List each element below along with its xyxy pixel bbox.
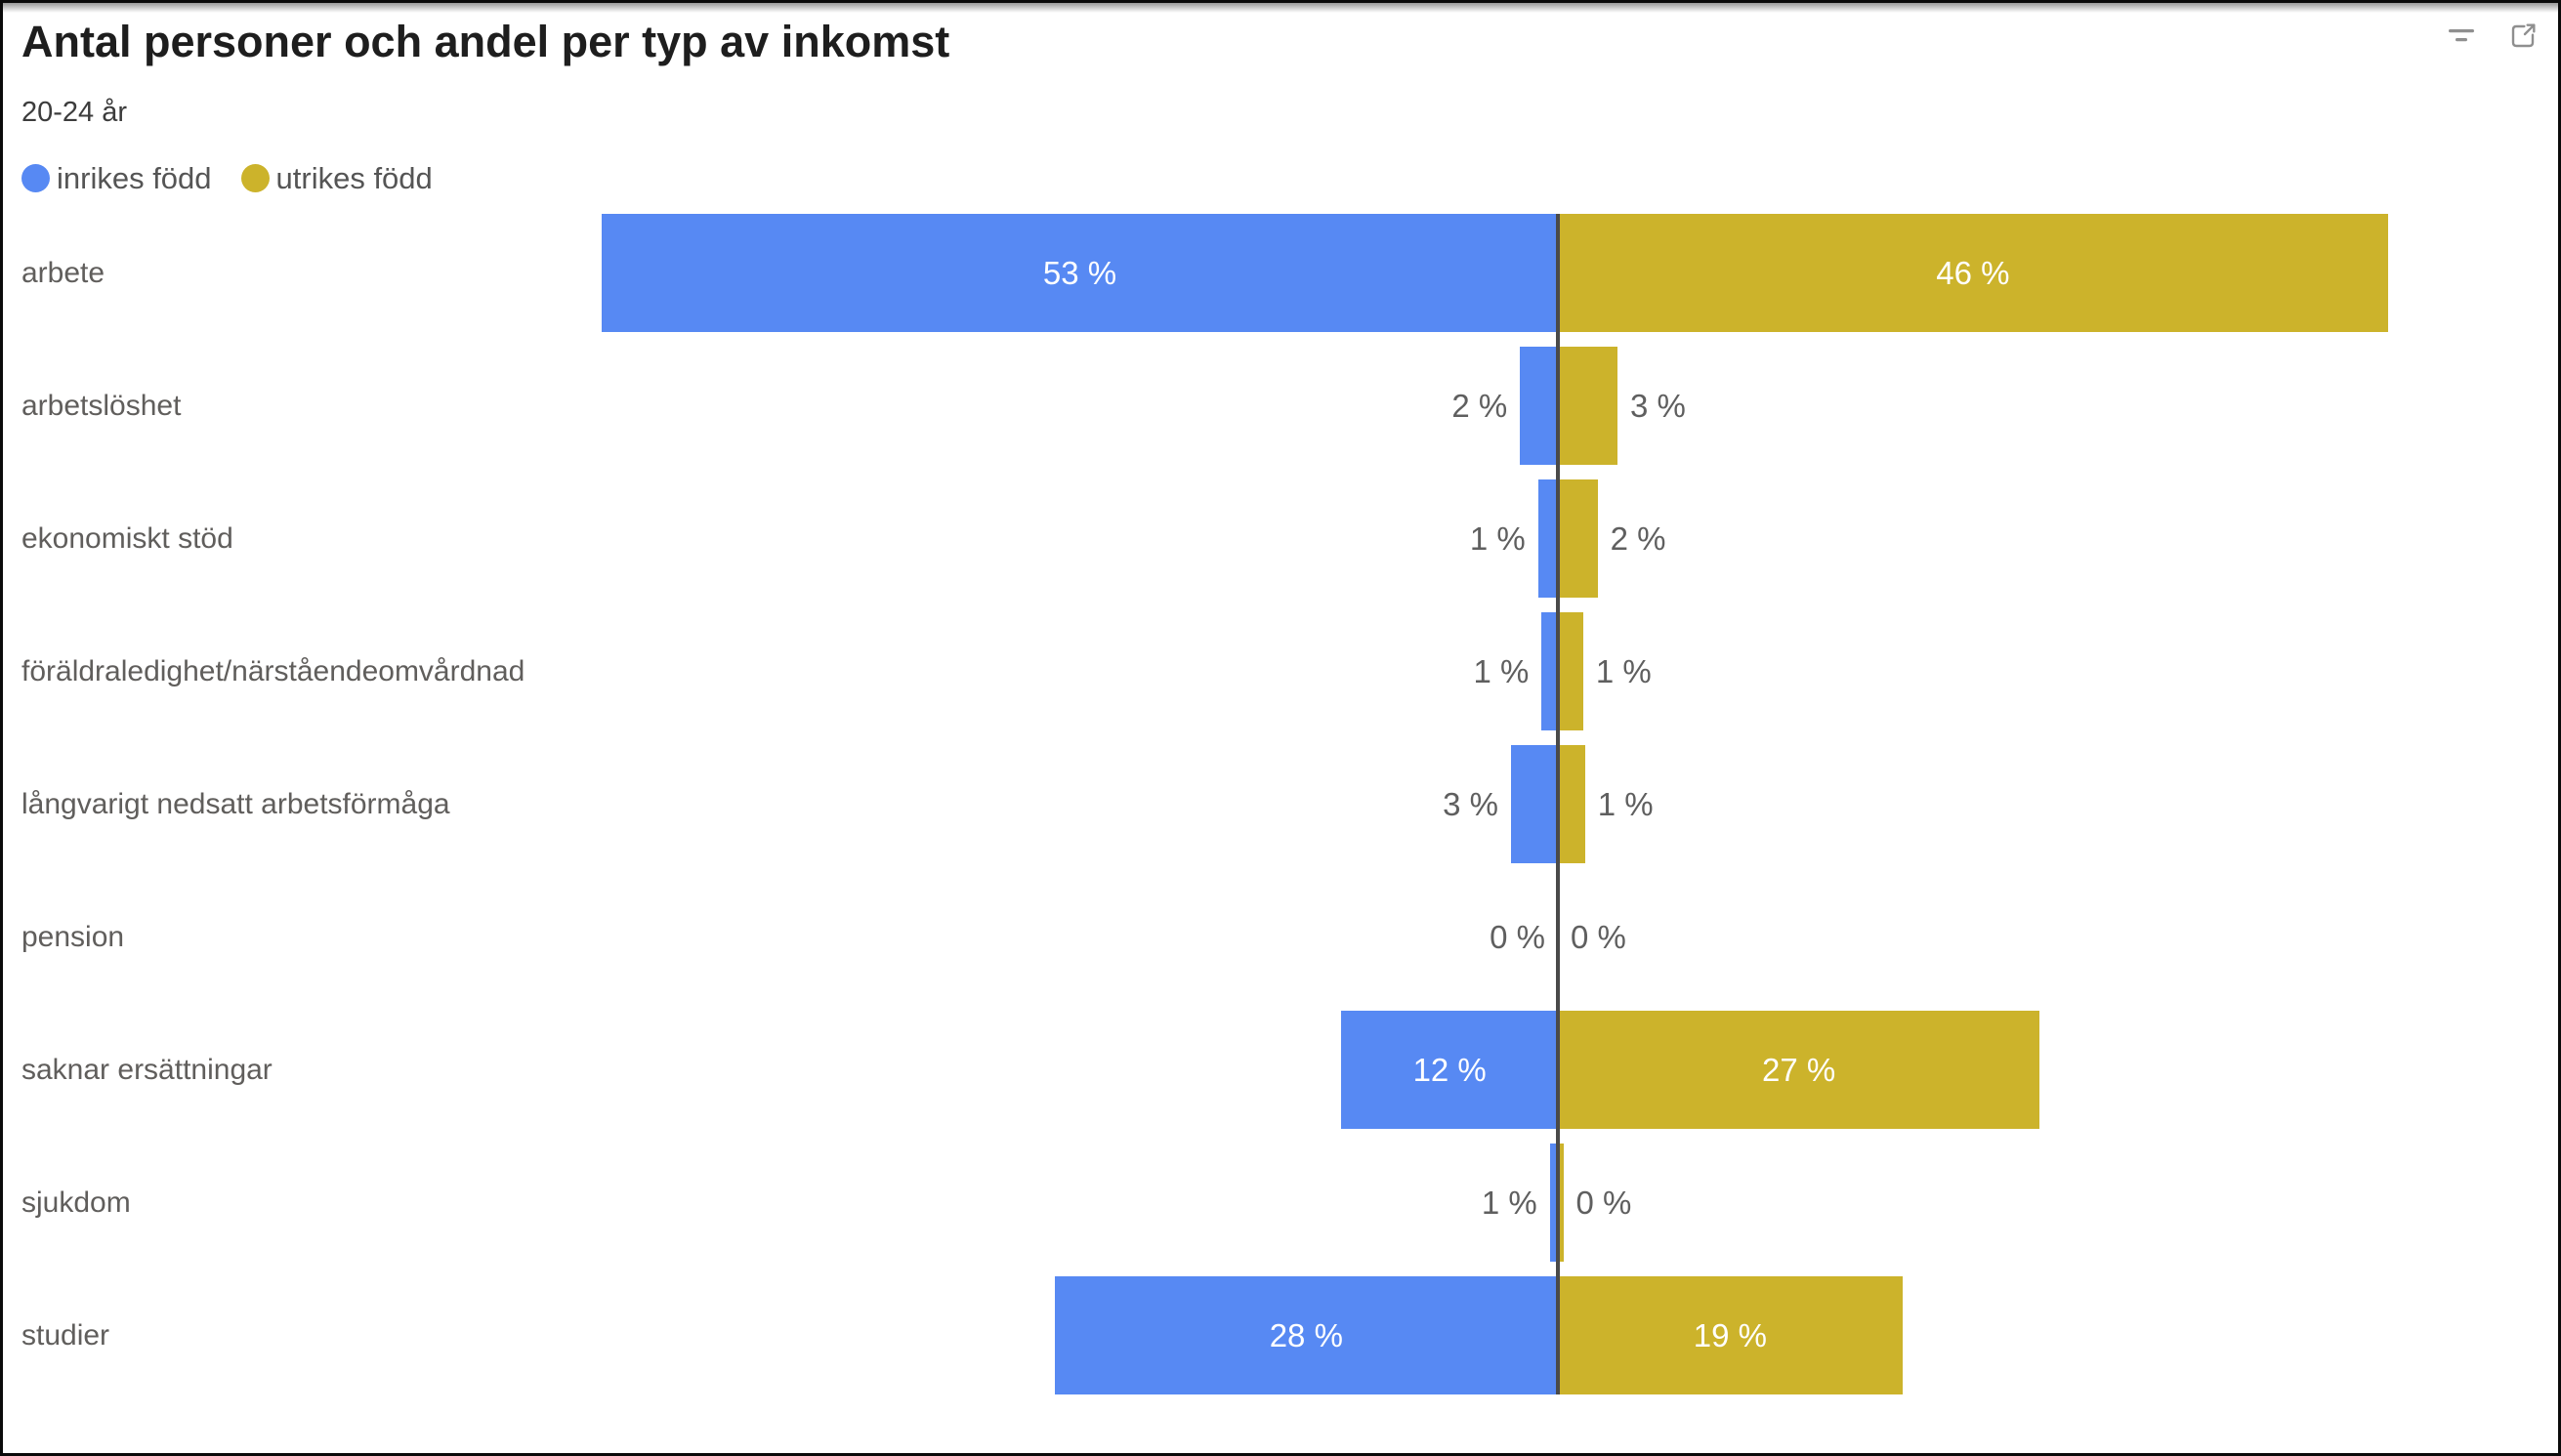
value-label-utrikes-f-dd-arbete: 46 % (1936, 254, 2010, 291)
plot-area: 1 % 0 % (602, 1137, 2514, 1269)
category-label-pension: pension (21, 920, 125, 953)
value-label-inrikes-f-dd-sjukdom: 1 % (1481, 1184, 1537, 1221)
value-label-utrikes-f-dd-l-ngvarigt-nedsatt-arbetsf-rm-ga: 1 % (1597, 785, 1654, 822)
chart-row-studier: studier 28 % 19 % (3, 1269, 2514, 1402)
left-half: 1 % (602, 605, 1558, 738)
chart-row-arbetsl-shet: arbetslöshet 2 % 3 % (3, 340, 2514, 473)
value-label-inrikes-f-dd-saknar-ers-ttningar: 12 % (1412, 1051, 1487, 1088)
plot-area: 12 % 27 % (602, 1004, 2514, 1137)
visual-header-toolbar (2445, 19, 2540, 57)
plot-area: 0 % 0 % (602, 871, 2514, 1004)
value-label-utrikes-f-dd-arbetsl-shet: 3 % (1629, 387, 1686, 424)
focus-mode-button[interactable] (2505, 19, 2540, 57)
chart-row-l-ngvarigt-nedsatt-arbetsf-rm-ga: långvarigt nedsatt arbetsförmåga 3 % 1 % (3, 738, 2514, 871)
left-half: 12 % (602, 1004, 1558, 1137)
bar-utrikes-f-dd-sjukdom[interactable] (1558, 1144, 1564, 1263)
legend-label-utrikes-fodd: utrikes född (275, 160, 433, 195)
chart-row-ekonomiskt-st-d: ekonomiskt stöd 1 % 2 % (3, 473, 2514, 605)
plot-area: 2 % 3 % (602, 340, 2514, 473)
right-half: 1 % (1558, 605, 2514, 738)
plot-area: 1 % 2 % (602, 473, 2514, 605)
category-label-sjukdom: sjukdom (21, 1186, 131, 1219)
legend-item-utrikes-fodd[interactable]: utrikes född (240, 160, 433, 196)
chart-row-saknar-ers-ttningar: saknar ersättningar 12 % 27 % (3, 1004, 2514, 1137)
right-half: 0 % (1558, 871, 2514, 1004)
tornado-chart: arbete 53 % 46 % arbetslöshet 2 % 3 % ekonomis… (3, 207, 2514, 1402)
chart-row-arbete: arbete 53 % 46 % (3, 207, 2514, 340)
bar-inrikes-f-dd-sjukdom[interactable] (1549, 1144, 1558, 1263)
legend-dot-utrikes-fodd (240, 164, 270, 193)
center-axis-line (1556, 213, 1560, 1394)
value-label-utrikes-f-dd-sjukdom: 0 % (1575, 1184, 1632, 1221)
value-label-utrikes-f-dd-saknar-ers-ttningar: 27 % (1761, 1051, 1836, 1088)
value-label-inrikes-f-dd-l-ngvarigt-nedsatt-arbetsf-rm-ga: 3 % (1443, 785, 1498, 822)
bar-inrikes-f-dd-ekonomiskt-st-d[interactable] (1537, 479, 1558, 599)
value-label-inrikes-f-dd-pension: 0 % (1490, 918, 1545, 955)
bar-inrikes-f-dd-arbetsl-shet[interactable] (1520, 347, 1558, 466)
category-label-ekonomiskt-st-d: ekonomiskt stöd (21, 521, 233, 555)
right-half: 46 % (1558, 207, 2514, 340)
legend-dot-inrikes-fodd (21, 164, 50, 193)
value-label-inrikes-f-dd-ekonomiskt-st-d: 1 % (1469, 520, 1526, 557)
page-title: Antal personer och andel per typ av inko… (21, 17, 950, 66)
chart-rows: arbete 53 % 46 % arbetslöshet 2 % 3 % ekonomis… (3, 207, 2514, 1402)
category-label-l-ngvarigt-nedsatt-arbetsf-rm-ga: långvarigt nedsatt arbetsförmåga (21, 787, 450, 820)
bar-utrikes-f-dd-arbete[interactable]: 46 % (1558, 214, 2388, 333)
bar-inrikes-f-dd-saknar-ers-ttningar[interactable]: 12 % (1341, 1011, 1558, 1130)
value-label-utrikes-f-dd-f-r-ldraledighet-n-rst-endeomv-rdnad: 1 % (1595, 652, 1652, 689)
right-half: 3 % (1558, 340, 2514, 473)
right-half: 1 % (1558, 738, 2514, 871)
plot-area: 53 % 46 % (602, 207, 2514, 340)
right-half: 27 % (1558, 1004, 2514, 1137)
category-label-f-r-ldraledighet-n-rst-endeomv-rdnad: föräldraledighet/närståendeomvårdnad (21, 654, 525, 687)
filter-button[interactable] (2445, 25, 2478, 50)
bar-utrikes-f-dd-f-r-ldraledighet-n-rst-endeomv-rdnad[interactable] (1558, 612, 1583, 731)
legend-label-inrikes-fodd: inrikes född (57, 160, 212, 195)
right-half: 19 % (1558, 1269, 2514, 1402)
bar-utrikes-f-dd-studier[interactable]: 19 % (1558, 1276, 1903, 1395)
value-label-utrikes-f-dd-pension: 0 % (1571, 918, 1626, 955)
value-label-inrikes-f-dd-arbetsl-shet: 2 % (1451, 387, 1508, 424)
bar-inrikes-f-dd-f-r-ldraledighet-n-rst-endeomv-rdnad[interactable] (1541, 612, 1558, 731)
bar-utrikes-f-dd-l-ngvarigt-nedsatt-arbetsf-rm-ga[interactable] (1558, 745, 1585, 864)
left-half: 28 % (602, 1269, 1558, 1402)
left-half: 1 % (602, 473, 1558, 605)
bar-inrikes-f-dd-arbete[interactable]: 53 % (602, 214, 1558, 333)
category-label-studier: studier (21, 1318, 110, 1352)
chart-row-f-r-ldraledighet-n-rst-endeomv-rdnad: föräldraledighet/närståendeomvårdnad 1 % 1… (3, 605, 2514, 738)
page-subtitle: 20-24 år (21, 96, 128, 128)
legend-item-inrikes-fodd[interactable]: inrikes född (21, 161, 212, 196)
bar-utrikes-f-dd-arbetsl-shet[interactable] (1558, 347, 1617, 466)
left-half: 0 % (602, 871, 1558, 1004)
left-half: 53 % (602, 207, 1558, 340)
right-half: 0 % (1558, 1137, 2514, 1269)
category-label-arbetsl-shet: arbetslöshet (21, 389, 182, 422)
plot-area: 28 % 19 % (602, 1269, 2514, 1402)
left-half: 2 % (602, 340, 1558, 473)
bar-inrikes-f-dd-studier[interactable]: 28 % (1054, 1276, 1558, 1395)
bar-utrikes-f-dd-saknar-ers-ttningar[interactable]: 27 % (1558, 1011, 2040, 1130)
focus-mode-expand-icon (2507, 21, 2539, 55)
left-half: 3 % (602, 738, 1558, 871)
category-label-arbete: arbete (21, 256, 105, 289)
value-label-inrikes-f-dd-f-r-ldraledighet-n-rst-endeomv-rdnad: 1 % (1473, 652, 1530, 689)
value-label-inrikes-f-dd-arbete: 53 % (1042, 254, 1117, 291)
legend: inrikes född utrikes född (21, 161, 2558, 196)
value-label-inrikes-f-dd-studier: 28 % (1269, 1316, 1343, 1353)
value-label-utrikes-f-dd-studier: 19 % (1693, 1316, 1767, 1353)
right-half: 2 % (1558, 473, 2514, 605)
chart-row-pension: pension 0 % 0 % (3, 871, 2514, 1004)
category-label-saknar-ers-ttningar: saknar ersättningar (21, 1053, 273, 1086)
filter-lines-icon (2447, 27, 2476, 48)
plot-area: 1 % 1 % (602, 605, 2514, 738)
bar-utrikes-f-dd-ekonomiskt-st-d[interactable] (1558, 479, 1598, 599)
value-label-utrikes-f-dd-ekonomiskt-st-d: 2 % (1610, 520, 1666, 557)
bar-inrikes-f-dd-l-ngvarigt-nedsatt-arbetsf-rm-ga[interactable] (1510, 745, 1558, 864)
left-half: 1 % (602, 1137, 1558, 1269)
chart-row-sjukdom: sjukdom 1 % 0 % (3, 1137, 2514, 1269)
plot-area: 3 % 1 % (602, 738, 2514, 871)
